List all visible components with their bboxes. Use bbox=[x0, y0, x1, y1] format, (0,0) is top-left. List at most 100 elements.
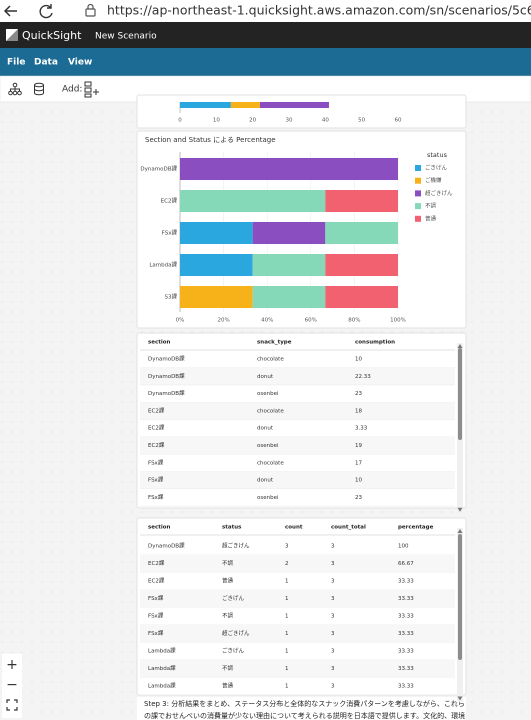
legend-label[interactable]: 不調 bbox=[425, 202, 437, 210]
legend-swatch[interactable] bbox=[415, 165, 421, 171]
x-tick-label: 60 bbox=[395, 118, 402, 124]
menu-item[interactable]: View bbox=[68, 58, 92, 68]
reload-button[interactable] bbox=[39, 4, 53, 19]
table-cell: 普通 bbox=[222, 682, 234, 690]
bar-segment[interactable] bbox=[252, 222, 326, 244]
y-tick-label: DynamoDB課 bbox=[140, 165, 177, 173]
table-cell: EC2課 bbox=[148, 424, 165, 432]
legend-swatch[interactable] bbox=[415, 203, 421, 210]
lock-icon bbox=[85, 3, 96, 17]
column-header[interactable]: snack_type bbox=[257, 340, 292, 346]
table-cell: 2 bbox=[285, 561, 289, 567]
table-cell: 3 bbox=[331, 596, 335, 602]
bar-segment[interactable] bbox=[180, 254, 253, 276]
table-cell: 33.33 bbox=[398, 631, 414, 637]
table-cell: EC2課 bbox=[148, 559, 165, 567]
table-cell: 66.67 bbox=[398, 561, 414, 567]
table-cell: 23 bbox=[355, 495, 362, 501]
table-cell: 3 bbox=[331, 614, 335, 620]
scroll-up[interactable] bbox=[457, 529, 463, 533]
x-tick-label: 60% bbox=[305, 318, 317, 324]
x-tick-label: 40 bbox=[322, 118, 329, 124]
add-button[interactable] bbox=[84, 81, 99, 98]
scrollbar-thumb[interactable] bbox=[458, 348, 462, 440]
table-cell: Lambda課 bbox=[148, 682, 176, 690]
menu-item[interactable]: File bbox=[7, 58, 25, 68]
table-cell: 1 bbox=[285, 614, 289, 620]
bar-segment[interactable] bbox=[230, 100, 260, 108]
bar-segment[interactable] bbox=[325, 190, 398, 212]
table-cell: 18 bbox=[355, 408, 362, 414]
x-tick-label: 100% bbox=[390, 318, 406, 324]
table-cell: 普通 bbox=[222, 577, 234, 585]
row-stripe bbox=[140, 402, 455, 420]
table-cell: 33.33 bbox=[398, 614, 414, 620]
menu-item[interactable]: Data bbox=[34, 58, 58, 68]
data-button[interactable] bbox=[34, 82, 44, 96]
bar-segment[interactable] bbox=[325, 254, 398, 276]
bar-segment[interactable] bbox=[259, 100, 329, 108]
app-header bbox=[0, 22, 531, 48]
table-cell: FSx課 bbox=[148, 612, 164, 620]
table-cell: 不調 bbox=[222, 612, 234, 620]
table-cell: 33.33 bbox=[398, 649, 414, 655]
table-cell: 超ごきげん bbox=[222, 629, 250, 637]
zoom-out-button[interactable]: − bbox=[6, 677, 18, 693]
table-cell: ごきげん bbox=[222, 647, 245, 655]
column-header[interactable]: percentage bbox=[398, 525, 434, 531]
table-cell: chocolate bbox=[257, 357, 284, 363]
column-header[interactable]: consumption bbox=[355, 340, 395, 346]
table-cell: 23 bbox=[355, 391, 362, 397]
legend-label[interactable]: ごきげん bbox=[425, 164, 448, 172]
table-cell: 3 bbox=[331, 561, 335, 567]
table-cell: donut bbox=[257, 478, 274, 484]
table-cell: osenbei bbox=[257, 443, 279, 449]
column-header[interactable]: count_total bbox=[331, 525, 366, 531]
bar-segment[interactable] bbox=[252, 254, 326, 276]
scroll-up[interactable] bbox=[457, 344, 463, 348]
table-cell: 33.33 bbox=[398, 666, 414, 672]
column-header[interactable]: status bbox=[222, 525, 242, 531]
column-header[interactable]: count bbox=[285, 525, 303, 531]
table-cell: chocolate bbox=[257, 408, 284, 414]
bar-segment[interactable] bbox=[325, 286, 398, 308]
y-tick-label: Lambda課 bbox=[149, 261, 177, 269]
bar-segment[interactable] bbox=[325, 222, 398, 244]
menu-bar bbox=[0, 48, 531, 76]
zoom-in-button[interactable]: + bbox=[6, 657, 18, 673]
table-cell: FSx課 bbox=[148, 493, 164, 501]
legend-swatch[interactable] bbox=[415, 215, 421, 222]
legend-swatch[interactable] bbox=[415, 190, 421, 197]
fit-button[interactable] bbox=[6, 699, 18, 711]
y-tick-label: EC2課 bbox=[161, 197, 178, 205]
table-cell: osenbei bbox=[257, 391, 279, 397]
table-cell: 10 bbox=[355, 478, 362, 484]
scroll-down[interactable] bbox=[457, 507, 463, 512]
step-text: Step 3: 分析結果をまとめ、ステータス分布と全体的なスナック消費パターンを… bbox=[144, 699, 465, 708]
chart-title: Section and Status による Percentage bbox=[145, 136, 276, 144]
bar-segment[interactable] bbox=[180, 222, 253, 244]
legend-label[interactable]: 超ごきげん bbox=[425, 189, 453, 197]
bar-segment[interactable] bbox=[252, 286, 326, 308]
row-stripe bbox=[140, 554, 455, 573]
tables: section snack_type consumption DynamoDB課 cho… bbox=[140, 340, 463, 702]
column-header[interactable]: section bbox=[148, 525, 171, 531]
legend-label[interactable]: ご機嫌 bbox=[425, 176, 442, 184]
legend-label[interactable]: 普通 bbox=[425, 214, 437, 222]
url[interactable]: https://ap-northeast-1.quicksight.aws.am… bbox=[107, 3, 531, 18]
bar-segment[interactable] bbox=[180, 286, 253, 308]
table-cell: 19 bbox=[355, 443, 362, 449]
bar-segment[interactable] bbox=[180, 100, 231, 108]
bar-segment[interactable] bbox=[180, 190, 326, 212]
bar-segment[interactable] bbox=[180, 158, 398, 180]
table-cell: 10 bbox=[355, 357, 362, 363]
browser-bar bbox=[0, 0, 531, 22]
scrollbar-thumb[interactable] bbox=[458, 534, 462, 660]
back-button[interactable] bbox=[3, 5, 17, 17]
scroll-down[interactable] bbox=[457, 696, 463, 701]
table-cell: 3 bbox=[285, 544, 289, 550]
column-header[interactable]: section bbox=[148, 340, 171, 346]
document-title[interactable]: New Scenario bbox=[95, 32, 157, 42]
legend-swatch[interactable] bbox=[415, 177, 421, 184]
hierarchy-button[interactable] bbox=[8, 82, 22, 96]
